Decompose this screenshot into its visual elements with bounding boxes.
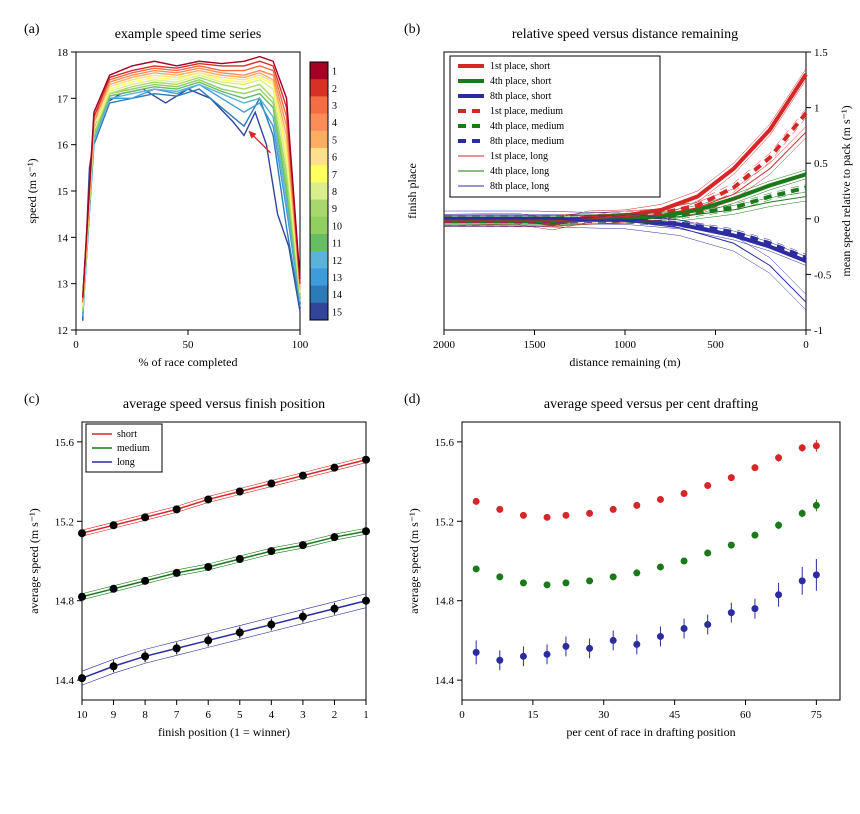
svg-text:7: 7 xyxy=(332,170,337,181)
panel-d-chart: average speed versus per cent drafting 0 1… xyxy=(400,390,860,750)
svg-text:5: 5 xyxy=(237,709,243,721)
svg-text:1st place, long: 1st place, long xyxy=(490,151,548,162)
svg-text:medium: medium xyxy=(117,443,150,454)
svg-text:1: 1 xyxy=(363,709,369,721)
svg-text:0: 0 xyxy=(459,709,465,721)
svg-text:1st place, medium: 1st place, medium xyxy=(490,106,563,117)
svg-text:14.4: 14.4 xyxy=(55,675,75,687)
svg-text:0: 0 xyxy=(73,339,79,351)
svg-text:10: 10 xyxy=(332,221,342,232)
panel-c-chart: average speed versus finish position 10 9 8… xyxy=(20,390,380,750)
svg-text:3: 3 xyxy=(300,709,306,721)
svg-text:average speed (m s⁻¹): average speed (m s⁻¹) xyxy=(27,508,41,614)
svg-text:15: 15 xyxy=(57,186,69,198)
svg-text:14: 14 xyxy=(332,290,342,301)
svg-text:8th place, long: 8th place, long xyxy=(490,181,549,192)
svg-text:50: 50 xyxy=(183,339,195,351)
svg-text:75: 75 xyxy=(811,709,823,721)
svg-text:average speed versus finish po: average speed versus finish position xyxy=(123,397,325,412)
svg-text:15: 15 xyxy=(527,709,539,721)
svg-text:14: 14 xyxy=(57,232,69,244)
svg-text:mean speed relative to pack (m: mean speed relative to pack (m s⁻¹) xyxy=(839,105,853,276)
svg-text:1st place, short: 1st place, short xyxy=(490,61,550,72)
svg-text:8th place, medium: 8th place, medium xyxy=(490,136,564,147)
svg-text:4th place, short: 4th place, short xyxy=(490,76,552,87)
panel-b-chart: relative speed versus distance remaining… xyxy=(400,20,860,380)
svg-text:-0.5: -0.5 xyxy=(814,269,832,281)
panel-c-label: (c) xyxy=(24,392,40,408)
svg-text:short: short xyxy=(117,429,137,440)
svg-text:10: 10 xyxy=(77,709,89,721)
svg-text:13: 13 xyxy=(332,273,342,284)
svg-text:15.2: 15.2 xyxy=(55,516,74,528)
svg-text:30: 30 xyxy=(598,709,610,721)
svg-text:17: 17 xyxy=(57,93,69,105)
svg-text:0.5: 0.5 xyxy=(814,158,828,170)
svg-text:2: 2 xyxy=(332,709,338,721)
svg-text:2: 2 xyxy=(332,84,337,95)
svg-text:0: 0 xyxy=(803,339,809,351)
svg-text:relative speed versus distance: relative speed versus distance remaining xyxy=(512,27,738,42)
svg-text:14.4: 14.4 xyxy=(435,675,455,687)
svg-text:-1: -1 xyxy=(814,325,823,337)
panel-b-label: (b) xyxy=(404,22,420,38)
svg-text:finish position (1 = winner): finish position (1 = winner) xyxy=(158,725,290,739)
svg-text:4th place, long: 4th place, long xyxy=(490,166,549,177)
svg-text:15.6: 15.6 xyxy=(55,437,75,449)
svg-text:12: 12 xyxy=(57,325,68,337)
svg-text:4: 4 xyxy=(269,709,275,721)
svg-text:2000: 2000 xyxy=(433,339,456,351)
panel-a: (a) example speed time series05010012131… xyxy=(20,20,380,380)
svg-text:0: 0 xyxy=(814,214,820,226)
svg-text:14.8: 14.8 xyxy=(55,596,75,608)
svg-text:per cent of race in drafting p: per cent of race in drafting position xyxy=(566,725,735,739)
panel-d-label: (d) xyxy=(404,392,420,408)
svg-text:1.5: 1.5 xyxy=(814,47,828,59)
svg-text:8th place, short: 8th place, short xyxy=(490,91,552,102)
svg-text:1: 1 xyxy=(814,103,820,115)
panel-a-chart: example speed time series050100121314151… xyxy=(20,20,380,380)
svg-text:example speed time series: example speed time series xyxy=(115,27,262,42)
svg-text:1000: 1000 xyxy=(614,339,637,351)
svg-text:4th place, medium: 4th place, medium xyxy=(490,121,564,132)
panel-c: (c) average speed versus finish position… xyxy=(20,390,380,750)
svg-text:6: 6 xyxy=(332,153,337,164)
figure-grid: (a) example speed time series05010012131… xyxy=(20,20,840,750)
svg-text:14.8: 14.8 xyxy=(435,596,455,608)
svg-text:18: 18 xyxy=(57,47,69,59)
svg-text:long: long xyxy=(117,457,135,468)
svg-text:average speed (m s⁻¹): average speed (m s⁻¹) xyxy=(407,508,421,614)
svg-text:9: 9 xyxy=(111,709,117,721)
svg-text:13: 13 xyxy=(57,279,69,291)
svg-text:1: 1 xyxy=(332,67,337,78)
svg-text:15.2: 15.2 xyxy=(435,516,454,528)
svg-text:1500: 1500 xyxy=(524,339,547,351)
panel-d: (d) average speed versus per cent drafti… xyxy=(400,390,860,750)
svg-text:9: 9 xyxy=(332,204,337,215)
svg-text:8: 8 xyxy=(332,187,337,198)
svg-text:% of race completed: % of race completed xyxy=(139,355,238,369)
svg-text:6: 6 xyxy=(205,709,211,721)
svg-text:4: 4 xyxy=(332,118,337,129)
svg-text:500: 500 xyxy=(707,339,724,351)
svg-text:45: 45 xyxy=(669,709,681,721)
panel-b: (b) relative speed versus distance remai… xyxy=(400,20,860,380)
svg-text:60: 60 xyxy=(740,709,752,721)
svg-text:5: 5 xyxy=(332,135,337,146)
svg-text:12: 12 xyxy=(332,256,342,267)
svg-text:finish place: finish place xyxy=(405,163,419,219)
svg-text:distance remaining (m): distance remaining (m) xyxy=(569,355,680,369)
svg-text:speed (m s⁻¹): speed (m s⁻¹) xyxy=(25,158,39,223)
svg-text:16: 16 xyxy=(57,140,69,152)
svg-text:100: 100 xyxy=(292,339,309,351)
svg-text:8: 8 xyxy=(142,709,148,721)
panel-a-label: (a) xyxy=(24,22,40,38)
svg-text:15.6: 15.6 xyxy=(435,437,455,449)
svg-text:average speed versus per cent: average speed versus per cent drafting xyxy=(544,397,758,412)
svg-text:3: 3 xyxy=(332,101,337,112)
svg-text:15: 15 xyxy=(332,307,342,318)
svg-text:7: 7 xyxy=(174,709,180,721)
svg-text:11: 11 xyxy=(332,239,342,250)
